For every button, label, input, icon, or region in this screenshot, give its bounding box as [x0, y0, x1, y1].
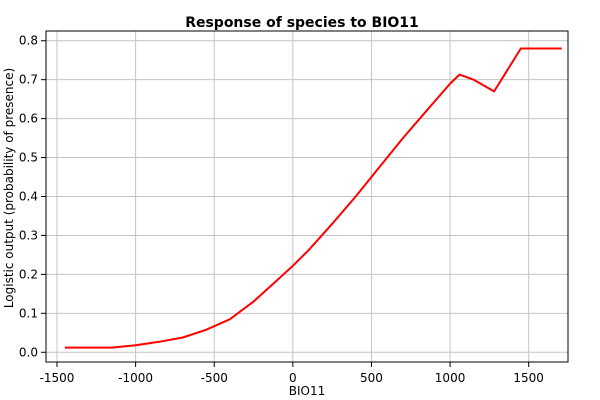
y-tick-label: 0.5 [19, 151, 38, 165]
x-tick-label: -1000 [118, 371, 153, 385]
x-tick-label: 1000 [435, 371, 466, 385]
x-tick-label: 0 [289, 371, 297, 385]
y-tick-label: 0.6 [19, 112, 38, 126]
y-tick-label: 0.4 [19, 190, 38, 204]
series-line [64, 47, 562, 349]
y-tick-label: 0.0 [19, 345, 38, 359]
axis-ticks: -1500 -1000 -500 0 500 1000 1500 0.0 0.1 0.2 0.3 0.… [19, 34, 544, 385]
chart-title: Response of species to BIO11 [185, 15, 419, 31]
x-tick-label: 500 [360, 371, 383, 385]
y-tick-label: 0.8 [19, 34, 38, 48]
y-axis-label: Logistic output (probability of presence… [2, 68, 16, 308]
grid [46, 31, 568, 362]
x-tick-label: -500 [201, 371, 228, 385]
y-tick-label: 0.2 [19, 267, 38, 281]
series-group [64, 47, 562, 349]
x-tick-label: 1500 [513, 371, 544, 385]
y-tick-label: 0.7 [19, 73, 38, 87]
x-tick-label: -1500 [40, 371, 75, 385]
y-tick-label: 0.1 [19, 306, 38, 320]
x-axis-label: BIO11 [289, 384, 326, 398]
y-tick-label: 0.3 [19, 228, 38, 242]
